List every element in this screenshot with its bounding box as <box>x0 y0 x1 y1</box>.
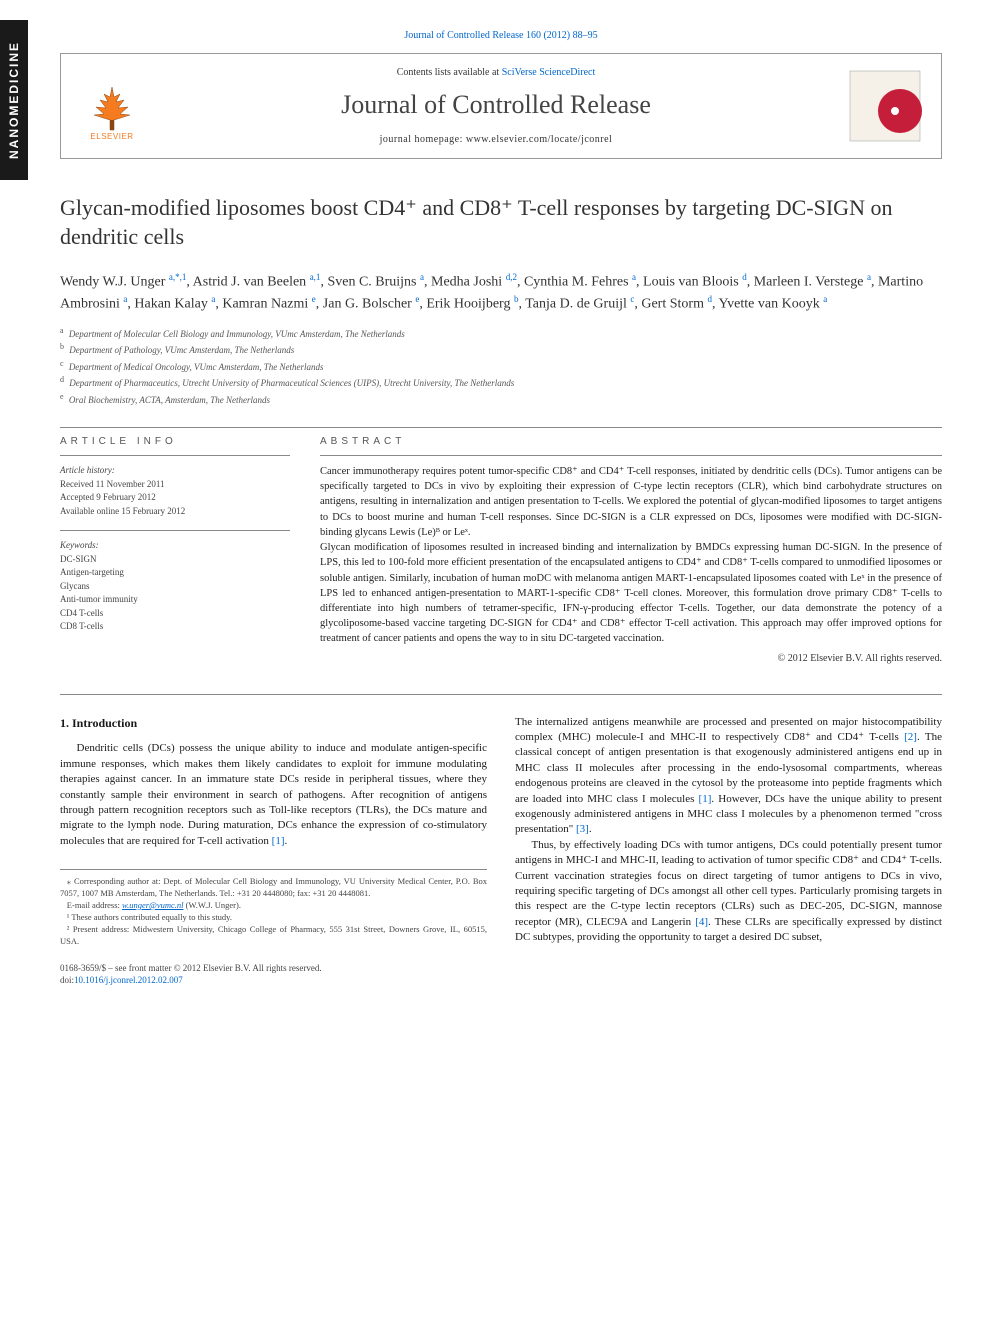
footnote-1: ¹ These authors contributed equally to t… <box>60 912 487 924</box>
meta-column: ARTICLE INFO Article history: Received 1… <box>60 436 290 664</box>
affiliation: a Department of Molecular Cell Biology a… <box>60 325 942 342</box>
body-text: Thus, by effectively loading DCs with tu… <box>515 839 942 928</box>
homepage-prefix: journal homepage: <box>380 134 466 145</box>
authors-list: Wendy W.J. Unger a,*,1, Astrid J. van Be… <box>60 271 942 314</box>
elsevier-tree-icon <box>82 82 142 132</box>
history-received: Received 11 November 2011 <box>60 478 290 492</box>
email-suffix: (W.W.J. Unger). <box>184 900 241 910</box>
keyword: Antigen-targeting <box>60 566 290 580</box>
divider-meta-2 <box>60 530 290 531</box>
doi-prefix: doi: <box>60 975 74 985</box>
email-line: E-mail address: w.unger@vumc.nl (W.W.J. … <box>60 900 487 912</box>
citation-3[interactable]: [3] <box>576 823 589 835</box>
body-right-p2: Thus, by effectively loading DCs with tu… <box>515 838 942 946</box>
citation-2[interactable]: [2] <box>904 731 917 743</box>
divider-bottom <box>60 694 942 695</box>
history-online: Available online 15 February 2012 <box>60 505 290 519</box>
article-title: Glycan-modified liposomes boost CD4⁺ and… <box>60 194 942 251</box>
meta-abstract-row: ARTICLE INFO Article history: Received 1… <box>60 436 942 664</box>
keywords-label: Keywords: <box>60 539 290 553</box>
article-info-heading: ARTICLE INFO <box>60 436 290 447</box>
citation-1[interactable]: [1] <box>272 835 285 847</box>
copyright-line: 0168-3659/$ – see front matter © 2012 El… <box>60 962 942 975</box>
citation-4[interactable]: [4] <box>695 916 708 928</box>
intro-paragraph-1: Dendritic cells (DCs) possess the unique… <box>60 741 487 849</box>
keyword: Glycans <box>60 580 290 594</box>
keywords-block: Keywords: DC-SIGN Antigen-targeting Glyc… <box>60 539 290 634</box>
keyword: Anti-tumor immunity <box>60 593 290 607</box>
keyword: CD4 T-cells <box>60 607 290 621</box>
affiliation: b Department of Pathology, VUmc Amsterda… <box>60 341 942 358</box>
abstract-copyright: © 2012 Elsevier B.V. All rights reserved… <box>320 653 942 664</box>
elsevier-label: ELSEVIER <box>90 132 133 141</box>
abstract-text: Cancer immunotherapy requires potent tum… <box>320 464 942 647</box>
affiliation: d Department of Pharmaceutics, Utrecht U… <box>60 374 942 391</box>
intro-heading: 1. Introduction <box>60 715 487 732</box>
journal-center: Contents lists available at SciVerse Sci… <box>147 67 845 145</box>
divider-abstract <box>320 455 942 456</box>
body-columns: 1. Introduction Dendritic cells (DCs) po… <box>60 715 942 948</box>
page-content: Journal of Controlled Release 160 (2012)… <box>0 0 992 1027</box>
side-tab: NANOMEDICINE <box>0 20 28 180</box>
email-link[interactable]: w.unger@vumc.nl <box>122 900 183 910</box>
sciencedirect-link[interactable]: SciVerse ScienceDirect <box>502 67 596 78</box>
history-label: Article history: <box>60 464 290 478</box>
jcr-cover-icon <box>845 66 925 146</box>
keyword: CD8 T-cells <box>60 620 290 634</box>
divider-top <box>60 427 942 428</box>
contents-line: Contents lists available at SciVerse Sci… <box>147 67 845 78</box>
journal-reference: Journal of Controlled Release 160 (2012)… <box>60 30 942 41</box>
page-footer: 0168-3659/$ – see front matter © 2012 El… <box>60 962 942 987</box>
doi-line: doi:10.1016/j.jconrel.2012.02.007 <box>60 974 942 987</box>
journal-homepage: journal homepage: www.elsevier.com/locat… <box>147 134 845 145</box>
body-col-left: 1. Introduction Dendritic cells (DCs) po… <box>60 715 487 948</box>
body-text: Dendritic cells (DCs) possess the unique… <box>60 742 487 846</box>
divider-meta-1 <box>60 455 290 456</box>
elsevier-logo: ELSEVIER <box>77 71 147 141</box>
corresponding-author-note: ⁎ Corresponding author at: Dept. of Mole… <box>60 876 487 900</box>
history-accepted: Accepted 9 February 2012 <box>60 491 290 505</box>
citation-1b[interactable]: [1] <box>699 793 712 805</box>
footnote-2: ² Present address: Midwestern University… <box>60 924 487 948</box>
article-history-block: Article history: Received 11 November 20… <box>60 464 290 518</box>
body-col-right: The internalized antigens meanwhile are … <box>515 715 942 948</box>
affiliations: a Department of Molecular Cell Biology a… <box>60 325 942 408</box>
journal-header-box: ELSEVIER Contents lists available at Sci… <box>60 53 942 159</box>
body-text: . <box>589 823 592 835</box>
doi-link[interactable]: 10.1016/j.jconrel.2012.02.007 <box>74 975 183 985</box>
affiliation: e Oral Biochemistry, ACTA, Amsterdam, Th… <box>60 391 942 408</box>
body-right-p1: The internalized antigens meanwhile are … <box>515 715 942 838</box>
affiliation: c Department of Medical Oncology, VUmc A… <box>60 358 942 375</box>
abstract-column: ABSTRACT Cancer immunotherapy requires p… <box>320 436 942 664</box>
keyword: DC-SIGN <box>60 553 290 567</box>
contents-prefix: Contents lists available at <box>397 67 502 78</box>
jcr-logo <box>845 66 925 146</box>
abstract-p1: Cancer immunotherapy requires potent tum… <box>320 464 942 540</box>
abstract-heading: ABSTRACT <box>320 436 942 447</box>
email-label: E-mail address: <box>67 900 122 910</box>
abstract-p2: Glycan modification of liposomes resulte… <box>320 540 942 647</box>
homepage-url: www.elsevier.com/locate/jconrel <box>466 134 612 145</box>
footnotes: ⁎ Corresponding author at: Dept. of Mole… <box>60 869 487 947</box>
journal-title: Journal of Controlled Release <box>147 90 845 120</box>
body-text: . <box>285 835 288 847</box>
body-text: The internalized antigens meanwhile are … <box>515 716 942 743</box>
